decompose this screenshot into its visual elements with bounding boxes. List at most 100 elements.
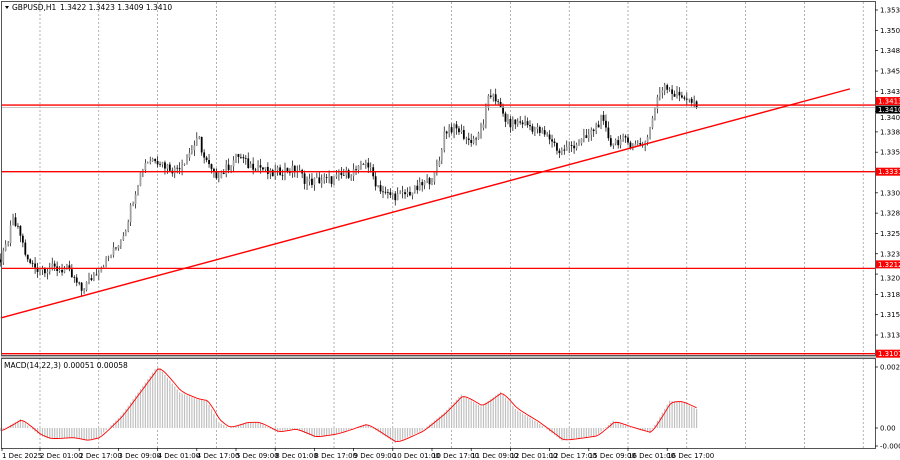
candle-body <box>634 143 637 147</box>
candle-body <box>51 263 54 270</box>
candle <box>181 159 183 176</box>
candle <box>556 142 558 155</box>
candle <box>688 98 691 103</box>
candle <box>614 138 617 146</box>
candle <box>560 147 563 156</box>
candle <box>232 156 235 173</box>
candle-body <box>671 89 673 94</box>
candle <box>247 152 250 169</box>
price-tick-label: 1.3230 <box>880 250 900 258</box>
candle-body <box>161 162 164 165</box>
candle-body <box>178 168 181 170</box>
candle-body <box>470 140 473 143</box>
candle-body <box>668 89 671 91</box>
candle-body <box>12 217 14 226</box>
candle <box>200 136 203 156</box>
candle-body <box>448 127 451 134</box>
candle-body <box>654 108 656 119</box>
candle-body <box>213 168 215 172</box>
candle <box>600 114 602 130</box>
time-tick-label: 2 Dec 01:00 <box>40 452 83 460</box>
candle <box>308 173 311 186</box>
candle <box>53 260 56 271</box>
candle-body <box>460 130 463 133</box>
candle <box>511 116 514 131</box>
price-tick-label: 1.3455 <box>880 67 900 75</box>
candle <box>649 126 651 140</box>
macd-tick-label: -0.0006 <box>880 443 900 451</box>
candle-body <box>262 167 264 170</box>
collapse-triangle-icon[interactable] <box>5 6 9 9</box>
candle <box>159 161 161 167</box>
candle-body <box>129 205 132 223</box>
candle-body <box>602 114 605 121</box>
candle-body <box>328 176 330 178</box>
candle-body <box>450 127 453 133</box>
candle-body <box>173 167 176 174</box>
candle <box>529 120 531 131</box>
candle-body <box>205 157 208 161</box>
candle <box>595 122 598 135</box>
candle-body <box>379 185 382 192</box>
candle <box>330 176 333 188</box>
candle <box>107 255 110 262</box>
candle <box>460 124 463 134</box>
candle-body <box>115 247 117 249</box>
candle-body <box>149 161 152 163</box>
candle <box>276 165 279 176</box>
candle-body <box>649 127 651 138</box>
candle-body <box>117 245 120 249</box>
time-tick-label: 3 Dec 09:00 <box>118 452 161 460</box>
candle <box>70 264 73 278</box>
candle-body <box>2 250 5 263</box>
candle-body <box>325 177 328 178</box>
candle-body <box>578 143 580 145</box>
candle-body <box>609 138 612 146</box>
candle <box>418 177 421 191</box>
candle-body <box>281 174 284 176</box>
candle <box>563 144 566 155</box>
candle-body <box>14 217 17 226</box>
candle-body <box>95 274 98 276</box>
candle-body <box>433 171 436 182</box>
candle <box>602 111 605 125</box>
candle <box>609 134 612 148</box>
candle-body <box>681 95 683 98</box>
candle <box>676 86 678 99</box>
time-tick-label: 8 Dec 01:00 <box>275 452 318 460</box>
candle-body <box>504 113 507 122</box>
candle-body <box>124 230 127 236</box>
candle <box>93 271 95 282</box>
candle <box>41 265 44 276</box>
candle-body <box>440 150 443 161</box>
candle-body <box>151 158 154 162</box>
candle <box>7 240 10 247</box>
candle <box>198 135 201 140</box>
candle <box>367 158 370 174</box>
candle <box>186 154 188 165</box>
candle <box>448 124 451 138</box>
candle-body <box>306 181 308 184</box>
candle <box>536 123 539 134</box>
price-tick-label: 1.3205 <box>880 275 900 283</box>
candle-body <box>208 160 210 165</box>
candle-body <box>509 118 512 128</box>
candle-body <box>453 124 455 133</box>
candle <box>411 192 414 200</box>
candle-body <box>183 164 186 165</box>
candle-body <box>266 166 269 174</box>
candle <box>497 99 500 106</box>
candle-body <box>252 163 255 170</box>
candle <box>203 149 206 164</box>
candle <box>24 239 27 257</box>
candle <box>36 262 39 278</box>
candle-body <box>139 172 142 186</box>
candle-body <box>676 91 678 97</box>
candle <box>34 257 36 274</box>
level-price-badge <box>876 97 900 106</box>
candle-body <box>685 98 688 100</box>
candle-body <box>519 121 522 123</box>
